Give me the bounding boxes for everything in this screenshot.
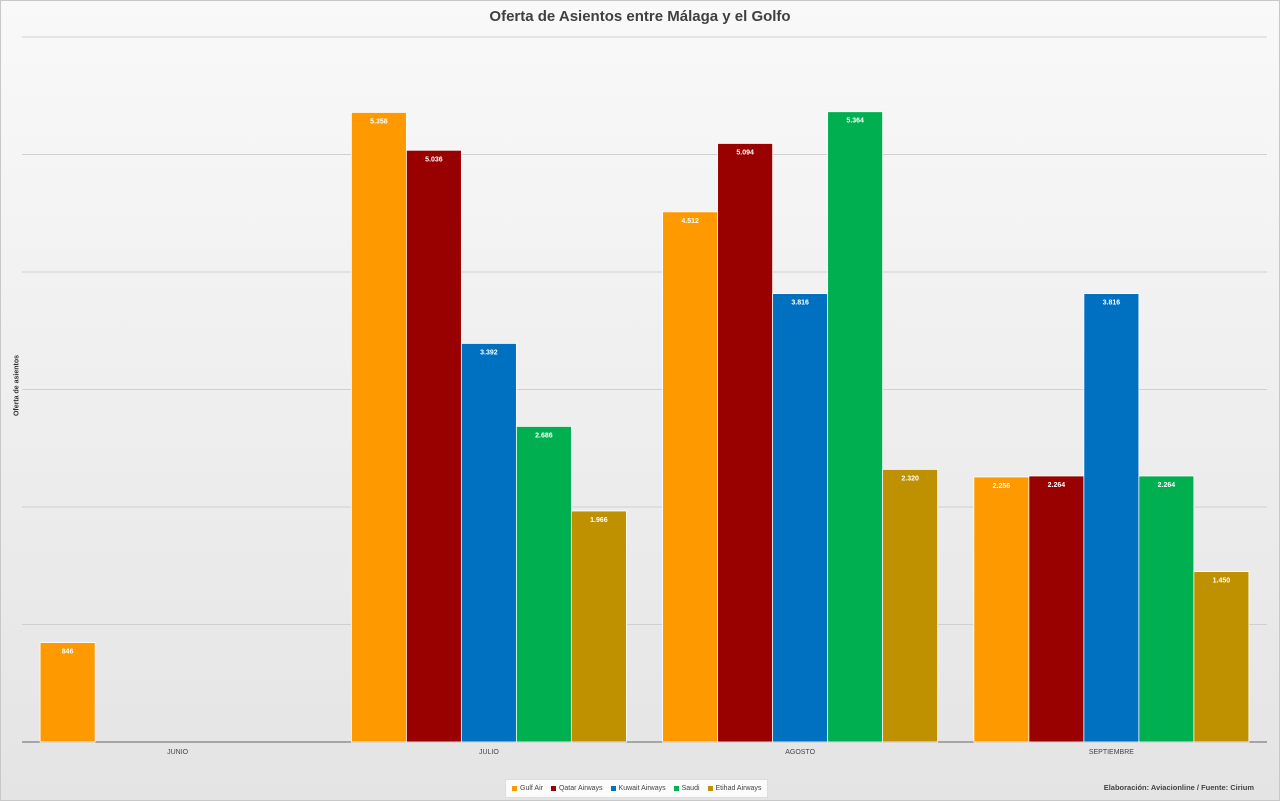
bar: [1083, 293, 1140, 743]
data-label: 5.358: [370, 118, 388, 125]
legend-item: Kuwait Airways: [610, 785, 666, 792]
data-label: 2.264: [1048, 482, 1066, 489]
bar: [1138, 475, 1195, 743]
data-label: 3.816: [1103, 300, 1121, 307]
bar: [717, 143, 774, 743]
bar: [882, 468, 939, 743]
legend-item: Gulf Air: [512, 785, 543, 792]
data-label: 2.320: [901, 475, 919, 482]
legend-label: Saudi: [681, 785, 700, 792]
data-label: 5.364: [846, 118, 864, 125]
legend-label: Kuwait Airways: [618, 785, 666, 792]
data-label: 5.094: [736, 149, 754, 156]
bar: [350, 112, 407, 743]
bar: [973, 476, 1030, 743]
legend-item: Saudi: [673, 785, 700, 792]
data-label: 846: [62, 649, 74, 656]
data-label: 5.036: [425, 156, 443, 163]
legend-swatch: [673, 786, 679, 791]
bar: [772, 293, 829, 743]
legend-label: Etihad Airways: [715, 785, 762, 792]
legend-swatch: [707, 786, 713, 791]
bar: [662, 211, 719, 743]
x-tick-label: JUNIO: [167, 749, 189, 756]
bar: [39, 642, 96, 743]
data-label: 3.392: [480, 349, 498, 356]
source-credit: Elaboración: Aviacionline / Fuente: Ciri…: [1103, 783, 1254, 792]
bar: [405, 149, 462, 743]
x-tick-label: AGOSTO: [785, 749, 815, 756]
data-label: 3.816: [791, 300, 809, 307]
chart-title: Oferta de Asientos entre Málaga y el Gol…: [489, 8, 791, 25]
data-label: 1.450: [1213, 578, 1231, 585]
legend-label: Gulf Air: [520, 785, 543, 792]
data-label: 1.966: [590, 517, 608, 524]
legend-label: Qatar Airways: [558, 785, 603, 792]
x-tick-label: JULIO: [479, 749, 499, 756]
legend-item: Etihad Airways: [707, 785, 762, 792]
bar: [570, 510, 627, 743]
bar: [515, 425, 572, 743]
data-label: 2.264: [1158, 482, 1176, 489]
bar: [1028, 475, 1085, 743]
data-label: 2.256: [993, 483, 1011, 490]
legend-swatch: [610, 786, 616, 791]
legend-item: Qatar Airways: [550, 785, 603, 792]
bar: [460, 343, 517, 743]
legend-swatch: [550, 786, 556, 791]
bar: [1193, 571, 1250, 743]
chart-legend: Gulf Air Qatar Airways Kuwait Airways Saudi…: [505, 779, 769, 798]
data-label: 2.686: [535, 432, 553, 439]
x-tick-label: SEPTIEMBRE: [1089, 749, 1134, 756]
data-label: 4.512: [681, 218, 699, 225]
bar: [827, 111, 884, 743]
legend-swatch: [512, 786, 517, 791]
